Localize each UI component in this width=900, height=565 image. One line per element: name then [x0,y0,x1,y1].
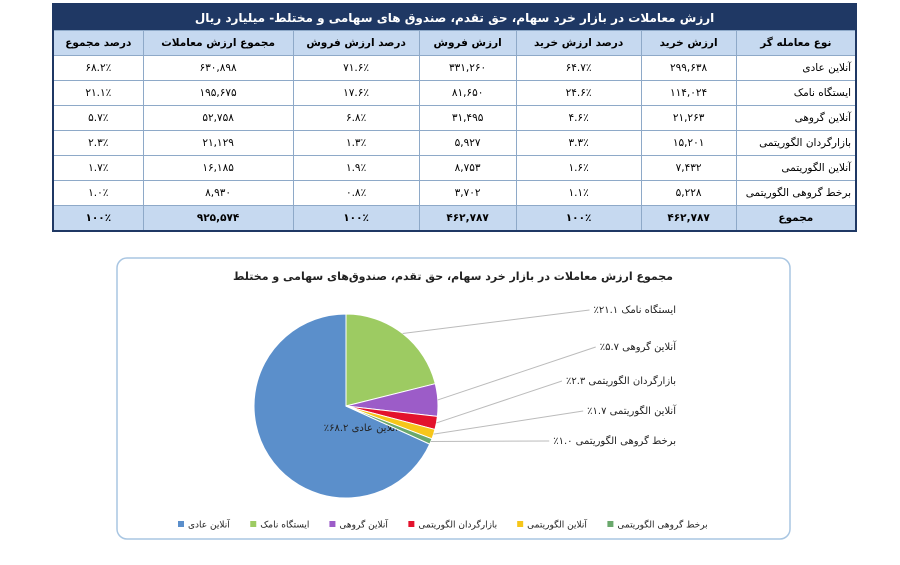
legend-label: آنلاین گروهی [339,519,388,531]
table-cell: ۱.۷٪ [52,155,144,181]
table-cell: مجموع [735,205,857,232]
table-row: آنلاین الگوریتمی ۷,۴۳۲ ۱.۶٪ ۸,۷۵۳ ۱.۹٪ ۱۶,۱۸۵… [52,155,857,181]
table-cell: ۱.۹٪ [292,155,420,181]
pie-slice [253,313,431,499]
leader-line [437,346,596,401]
data-label: بازارگردان الگوریتمی ۲.۳٪ [566,375,676,387]
data-label: آنلاین الگوریتمی ۱.۷٪ [587,404,677,417]
data-label: آنلاین گروهی ۵.۷٪ [600,340,678,353]
column-header: درصد ارزش خرید [515,30,642,56]
table-cell: آنلاین عادی [735,55,857,81]
table-cell: برخط گروهی الگوریتمی [735,180,857,206]
table-cell: ۱.۳٪ [292,130,420,156]
table-cell: ۹۲۵,۵۷۴ [142,205,294,232]
table-row: برخط گروهی الگوریتمی ۵,۲۲۸ ۱.۱٪ ۳,۷۰۲ ۰.۸٪ ۸,… [52,180,857,206]
legend-label: آنلاین عادی [188,519,230,531]
legend-label: بازارگردان الگوریتمی [418,519,497,531]
data-table: ارزش معاملات در بازار خرد سهام، حق تقدم،… [52,3,858,232]
leader-line [433,410,584,435]
pie-slice [345,405,433,445]
legend-label: آنلاین الگوریتمی [527,519,587,531]
table-cell: بازارگردان الگوریتمی [735,130,857,156]
table-cell: ایستگاه نامک [735,80,857,106]
table-cell: ۵,۲۲۸ [640,180,737,206]
legend-label: ایستگاه نامک [260,519,309,531]
chart-title: مجموع ارزش معاملات در بازار خرد سهام، حق… [233,270,673,283]
leader-line [436,380,563,424]
table-cell: ۶۸.۲٪ [52,55,144,81]
table-cell: ۴۶۲,۷۸۷ [418,205,517,232]
table-cell: ۶۴.۷٪ [515,55,642,81]
table-cell: ۱۰۰٪ [52,205,144,232]
table-cell: ۲.۳٪ [52,130,144,156]
leader-line [402,309,590,334]
table-cell: ۱۰۰٪ [515,205,642,232]
table-row: آنلاین گروهی ۲۱,۲۶۳ ۴.۶٪ ۳۱,۴۹۵ ۶.۸٪ ۵۲,۷۵۸ ۵.… [52,105,857,131]
table-cell: ۵۲,۷۵۸ [142,105,294,131]
table-cell: ۳.۳٪ [515,130,642,156]
table-row: ایستگاه نامک ۱۱۴,۰۲۴ ۲۴.۶٪ ۸۱,۶۵۰ ۱۷.۶٪ ۱۹۵,۶… [52,80,857,106]
table-cell: ۱.۶٪ [515,155,642,181]
legend-swatch [178,521,184,527]
table-row: مجموع ۴۶۲,۷۸۷ ۱۰۰٪ ۴۶۲,۷۸۷ ۱۰۰٪ ۹۲۵,۵۷۴ ۱۰۰٪ [52,205,857,232]
table-row: بازارگردان الگوریتمی ۱۵,۲۰۱ ۳.۳٪ ۵,۹۲۷ ۱.۳٪ ۲… [52,130,857,156]
data-label: برخط گروهی الگوریتمی ۱.۰٪ [553,435,676,447]
legend-label: برخط گروهی الگوریتمی [617,519,707,531]
legend-swatch [408,521,415,527]
table-cell: ۱.۰٪ [52,180,144,206]
table-cell: ۳,۷۰۲ [418,180,517,206]
table-cell: ۲۴.۶٪ [515,80,642,106]
table-row: نوع معامله گر ارزش خرید درصد ارزش خرید ارزش… [52,30,857,56]
column-header: مجموع ارزش معاملات [142,30,294,56]
table-cell: ۴۶۲,۷۸۷ [640,205,737,232]
table-cell: ۵.۷٪ [52,105,144,131]
table-cell: ۸,۹۳۰ [142,180,294,206]
table-cell: ۲۱,۱۲۹ [142,130,294,156]
table-cell: ۸۱,۶۵۰ [418,80,517,106]
column-header: ارزش فروش [418,30,517,56]
table-cell: ۲۱,۲۶۳ [640,105,737,131]
legend-swatch [250,521,257,527]
table-cell: ۱۱۴,۰۲۴ [640,80,737,106]
legend-swatch [517,521,524,527]
data-label: ایستگاه نامک ۲۱.۱٪ [594,304,676,316]
table-cell: ۷,۴۳۲ [640,155,737,181]
column-header: نوع معامله گر [735,30,857,56]
data-label: آنلاین عادی ۶۸.۲٪ [324,421,399,434]
table-row: آنلاین عادی ۲۹۹,۶۳۸ ۶۴.۷٪ ۳۳۱,۲۶۰ ۷۱.۶٪ ۶۳۰,۸… [52,55,857,81]
column-header: درصد ارزش فروش [292,30,420,56]
table-cell: ۲۹۹,۶۳۸ [640,55,737,81]
legend-swatch [329,521,336,527]
legend-swatch [607,521,614,527]
column-header: ارزش خرید [640,30,737,56]
table-cell: ۱.۱٪ [515,180,642,206]
table-cell: ۲۱.۱٪ [52,80,144,106]
table-cell: ۱۰۰٪ [292,205,420,232]
table-cell: ۰.۸٪ [292,180,420,206]
chart-frame [116,257,791,540]
